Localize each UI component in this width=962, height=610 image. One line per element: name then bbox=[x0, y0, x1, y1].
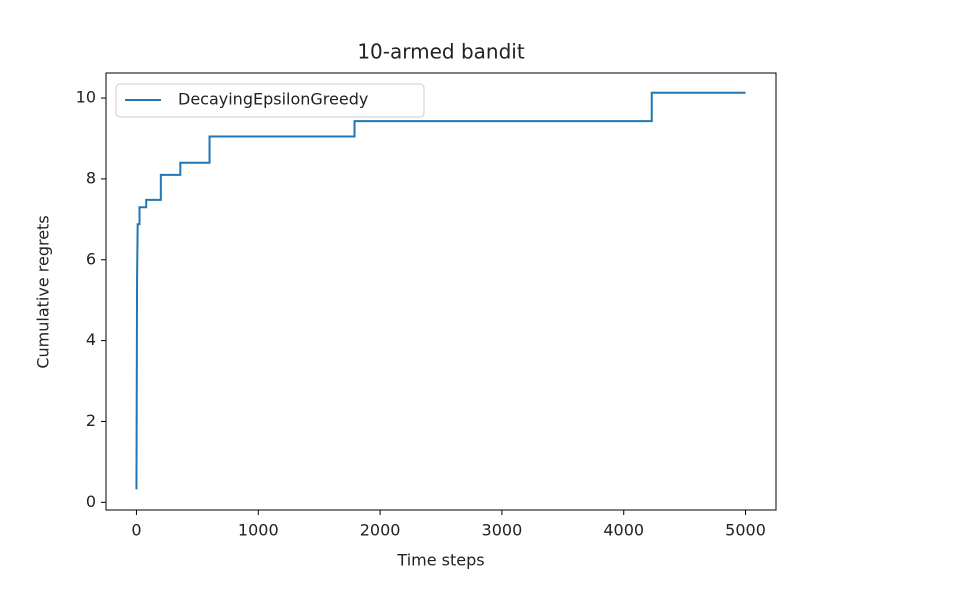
x-tick-label: 3000 bbox=[482, 521, 523, 540]
y-axis-label: Cumulative regrets bbox=[34, 215, 53, 368]
y-tick-label: 2 bbox=[86, 411, 96, 430]
y-tick-label: 10 bbox=[76, 88, 96, 107]
x-tick-label: 2000 bbox=[360, 521, 401, 540]
chart-title: 10-armed bandit bbox=[357, 40, 525, 64]
legend-box bbox=[115, 83, 425, 118]
data-line bbox=[135, 91, 746, 490]
x-tick-label: 0 bbox=[131, 521, 141, 540]
y-tick-label: 4 bbox=[86, 330, 96, 349]
y-tick-label: 6 bbox=[86, 249, 96, 268]
legend-label: DecayingEpsilonGreedy bbox=[178, 90, 368, 109]
y-tick-label: 0 bbox=[86, 492, 96, 511]
x-axis-label: Time steps bbox=[396, 551, 484, 570]
y-tick-label: 8 bbox=[86, 168, 96, 187]
x-tick-label: 4000 bbox=[603, 521, 644, 540]
x-tick-label: 1000 bbox=[238, 521, 279, 540]
x-tick-label: 5000 bbox=[725, 521, 766, 540]
plot-frame bbox=[105, 72, 777, 511]
